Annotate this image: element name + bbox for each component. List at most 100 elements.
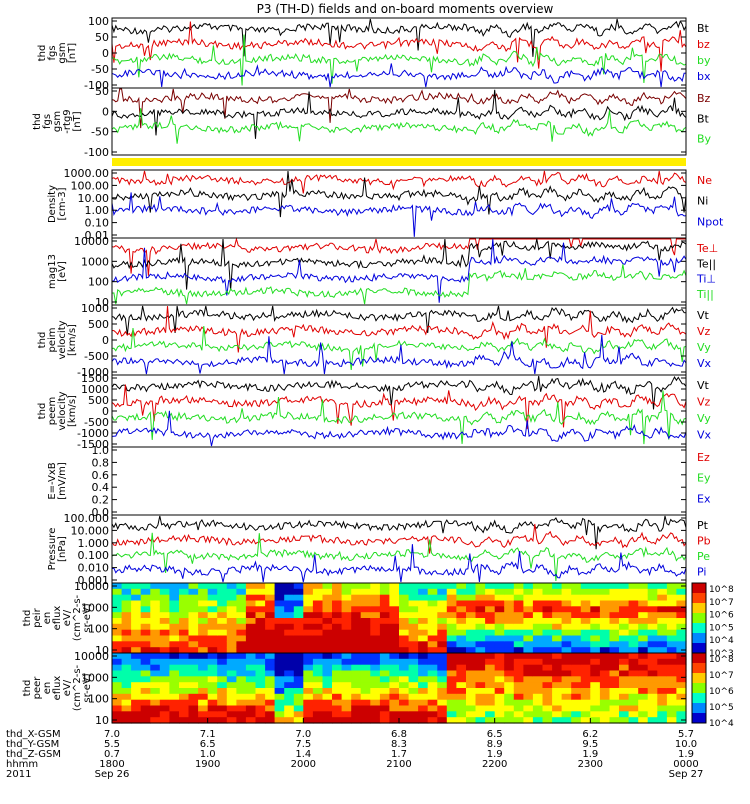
spectrogram-cell xyxy=(131,635,142,642)
spectrogram-cell xyxy=(207,606,218,613)
spectrogram-cell xyxy=(418,688,429,695)
spectrogram-cell xyxy=(571,600,582,607)
spectrogram-cell xyxy=(332,676,343,683)
x-row-value: 7.0 xyxy=(104,729,120,740)
y-tick-label: 10.00 xyxy=(78,192,110,205)
spectrogram-cell xyxy=(312,705,324,712)
spectrogram-cell xyxy=(140,658,151,666)
spectrogram-cell xyxy=(140,623,151,631)
spectrogram-cell xyxy=(245,600,257,607)
spectrogram-cell xyxy=(293,699,304,707)
spectrogram-cell xyxy=(188,623,199,631)
spectrogram-cell xyxy=(179,606,190,613)
spectrogram-cell xyxy=(485,600,496,607)
spectrogram-cell xyxy=(226,653,237,660)
spectrogram-cell xyxy=(360,612,371,619)
spectrogram-cell xyxy=(188,670,199,677)
spectrogram-cell xyxy=(198,682,209,689)
y-axis-label: fgs xyxy=(47,45,58,60)
spectrogram-cell xyxy=(676,588,687,596)
spectrogram-cell xyxy=(418,653,429,660)
spectrogram-cell xyxy=(446,711,457,718)
spectrogram-cell xyxy=(523,658,534,666)
y-axis-label: [cm-3] xyxy=(57,187,68,220)
spectrogram-cell xyxy=(485,682,496,689)
spectrogram-cell xyxy=(532,641,544,648)
spectrogram-cell xyxy=(437,705,448,712)
spectrogram-cell xyxy=(159,612,170,619)
y-tick-label: 0 xyxy=(102,47,109,60)
spectrogram-cell xyxy=(159,676,170,683)
spectrogram-cell xyxy=(446,670,457,677)
spectrogram-cell xyxy=(542,664,553,672)
year-label: 2011 xyxy=(6,769,31,780)
x-row-value: 0000 xyxy=(673,759,698,770)
spectrogram-cell xyxy=(312,588,324,596)
spectrogram-cell xyxy=(265,641,276,648)
spectrogram-cell xyxy=(666,688,678,695)
colorbar-segment xyxy=(692,703,706,714)
spectrogram-cell xyxy=(140,629,151,637)
spectrogram-cell xyxy=(590,600,601,607)
spectrogram-cell xyxy=(360,629,371,637)
spectrogram-cell xyxy=(408,618,419,625)
spectrogram-cell xyxy=(293,606,304,613)
spectrogram-cell xyxy=(494,594,505,602)
spectrogram-cell xyxy=(332,583,343,590)
spectrogram-cell xyxy=(121,658,132,666)
spectrogram-cell xyxy=(245,682,257,689)
spectrogram-cell xyxy=(676,693,687,701)
colorbar-segment xyxy=(692,623,706,634)
spectrogram-cell xyxy=(351,588,362,596)
spectrogram-cell xyxy=(571,717,582,724)
spectrogram-cell xyxy=(379,600,391,607)
spectrogram-cell xyxy=(485,647,496,654)
spectrogram-cell xyxy=(351,594,362,602)
spectrogram-cell xyxy=(666,653,678,660)
spectrogram-cell xyxy=(619,676,630,683)
spectrogram-cell xyxy=(504,583,515,590)
spectrogram-cell xyxy=(532,606,544,613)
spectrogram-cell xyxy=(274,635,285,642)
spectrogram-cell xyxy=(284,711,295,718)
spectrogram-cell xyxy=(332,699,343,707)
y-tick-label: -1000 xyxy=(77,427,109,440)
spectrogram-cell xyxy=(121,588,132,596)
spectrogram-cell xyxy=(619,594,630,602)
spectrogram-cell xyxy=(293,641,304,648)
series-line-vy xyxy=(111,390,687,445)
spectrogram-cell xyxy=(265,618,276,625)
spectrogram-cell xyxy=(293,618,304,625)
spectrogram-cell xyxy=(561,693,572,701)
spectrogram-cell xyxy=(188,688,199,695)
spectrogram-cell xyxy=(408,629,419,637)
spectrogram-cell xyxy=(159,606,170,613)
spectrogram-cell xyxy=(456,612,467,619)
spectrogram-cell xyxy=(638,588,649,596)
spectrogram-cell xyxy=(599,670,611,677)
spectrogram-cell xyxy=(341,623,352,631)
spectrogram-cell xyxy=(370,612,381,619)
spectrogram-cell xyxy=(255,670,266,677)
spectrogram-cell xyxy=(523,682,534,689)
spectrogram-cell xyxy=(494,693,505,701)
y-tick-label: 100.00 xyxy=(71,179,110,192)
spectrogram-cell xyxy=(638,682,649,689)
legend-ne: Ne xyxy=(697,174,712,187)
spectrogram-cell xyxy=(322,670,333,677)
spectrogram-cell xyxy=(504,711,515,718)
spectrogram-cell xyxy=(207,600,218,607)
spectrogram-cell xyxy=(140,688,151,695)
spectrogram-cell xyxy=(609,629,620,637)
y-tick-label: 100.000 xyxy=(64,512,110,525)
spectrogram-cell xyxy=(207,682,218,689)
spectrogram-cell xyxy=(446,600,457,607)
spectrogram-cell xyxy=(188,682,199,689)
spectrogram-cell xyxy=(140,647,151,654)
spectrogram-cell xyxy=(494,711,505,718)
x-row-value: 0.7 xyxy=(104,749,120,760)
spectrogram-cell xyxy=(217,664,228,672)
spectrogram-cell xyxy=(513,635,524,642)
spectrogram-cell xyxy=(523,606,534,613)
spectrogram-cell xyxy=(255,682,266,689)
